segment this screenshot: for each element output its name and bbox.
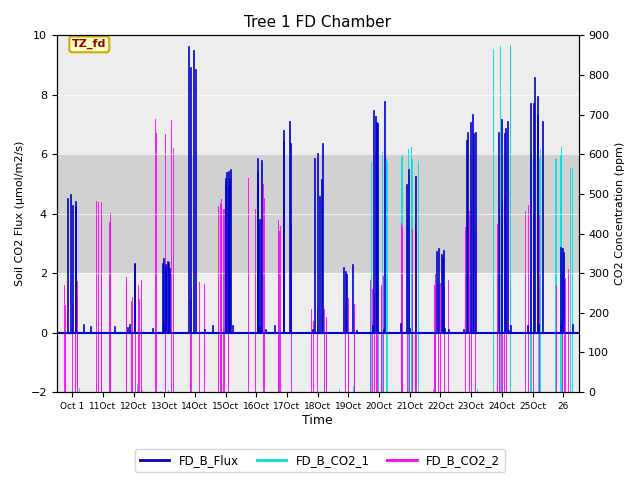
- X-axis label: Time: Time: [302, 414, 333, 427]
- Bar: [57, 36, 579, 154]
- Legend: FD_B_Flux, FD_B_CO2_1, FD_B_CO2_2: FD_B_Flux, FD_B_CO2_1, FD_B_CO2_2: [135, 449, 505, 472]
- Bar: [57, 154, 579, 273]
- Title: Tree 1 FD Chamber: Tree 1 FD Chamber: [244, 15, 391, 30]
- Y-axis label: Soil CO2 Flux (μmol/m2/s): Soil CO2 Flux (μmol/m2/s): [15, 141, 25, 287]
- Bar: [57, 273, 579, 392]
- Text: TZ_fd: TZ_fd: [72, 39, 106, 49]
- Y-axis label: CO2 Concentration (ppm): CO2 Concentration (ppm): [615, 142, 625, 285]
